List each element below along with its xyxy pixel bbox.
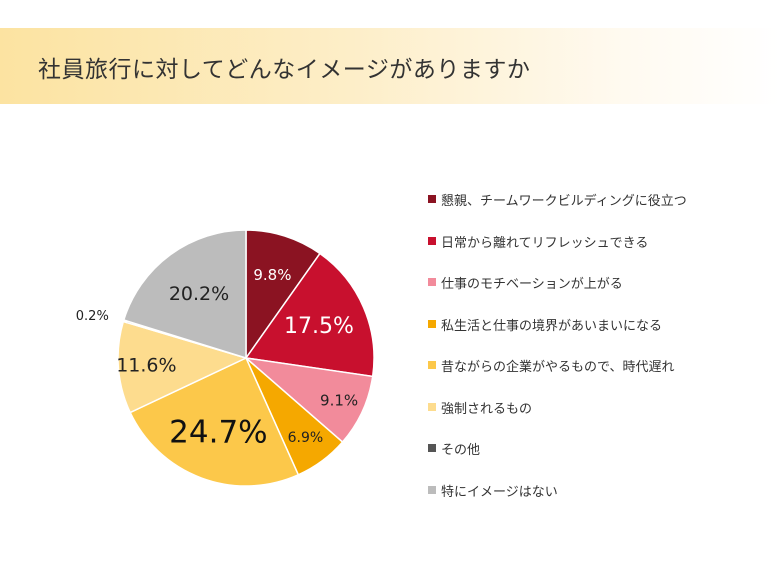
- legend-label: 懇親、チームワークビルディングに役立つ: [441, 194, 687, 209]
- pie-slice: [129, 356, 300, 487]
- pie-slice: [245, 229, 321, 361]
- legend-label: 特にイメージはない: [441, 484, 558, 500]
- legend-label: 私生活と仕事の境界があいまいになる: [441, 318, 663, 334]
- legend-swatch: [428, 195, 436, 203]
- slice-value-label: 20.2%: [169, 283, 229, 305]
- legend-label: 強制されるもの: [441, 401, 533, 417]
- pie-slice: [117, 320, 249, 414]
- legend-swatch: [428, 236, 436, 245]
- slice-value-label: 9.1%: [320, 392, 358, 410]
- pie-slice: [244, 252, 375, 378]
- legend-item: 強制されるもの: [428, 398, 768, 440]
- legend-item: その他: [428, 439, 768, 481]
- legend-label: その他: [441, 443, 481, 458]
- legend-label: 日常から離れてリフレッシュできる: [441, 235, 649, 251]
- legend-swatch: [428, 319, 436, 328]
- slice-value-label: 0.2%: [76, 309, 109, 324]
- legend-item: 仕事のモチベーションが上がる: [428, 273, 768, 315]
- legend-item: 日常から離れてリフレッシュできる: [428, 232, 768, 274]
- legend-swatch: [428, 402, 436, 411]
- legend-item: 懇親、チームワークビルディングに役立つ: [428, 190, 768, 232]
- legend-swatch: [428, 485, 436, 494]
- page-title: 社員旅行に対してどんなイメージがありますか: [38, 57, 531, 83]
- slice-value-label: 17.5%: [284, 314, 354, 339]
- title-bar: [0, 28, 780, 104]
- legend-item: 私生活と仕事の境界があいまいになる: [428, 315, 768, 357]
- pie-slice: [122, 229, 247, 360]
- legend-item: 昔ながらの企業がやるもので、時代遅れ: [428, 356, 768, 398]
- legend-swatch: [428, 444, 436, 452]
- slice-value-label: 24.7%: [169, 414, 267, 450]
- legend-label: 仕事のモチベーションが上がる: [441, 277, 623, 292]
- slice-value-label: 11.6%: [116, 355, 176, 377]
- legend-item: 特にイメージはない: [428, 481, 768, 523]
- legend-swatch: [428, 361, 436, 369]
- legend-label: 昔ながらの企業がやるもので、時代遅れ: [441, 360, 675, 375]
- legend-swatch: [428, 278, 436, 286]
- legend: 懇親、チームワークビルディングに役立つ 日常から離れてリフレッシュできる 仕事の…: [428, 190, 768, 522]
- slice-value-label: 9.8%: [253, 266, 291, 284]
- slice-value-label: 6.9%: [288, 430, 324, 446]
